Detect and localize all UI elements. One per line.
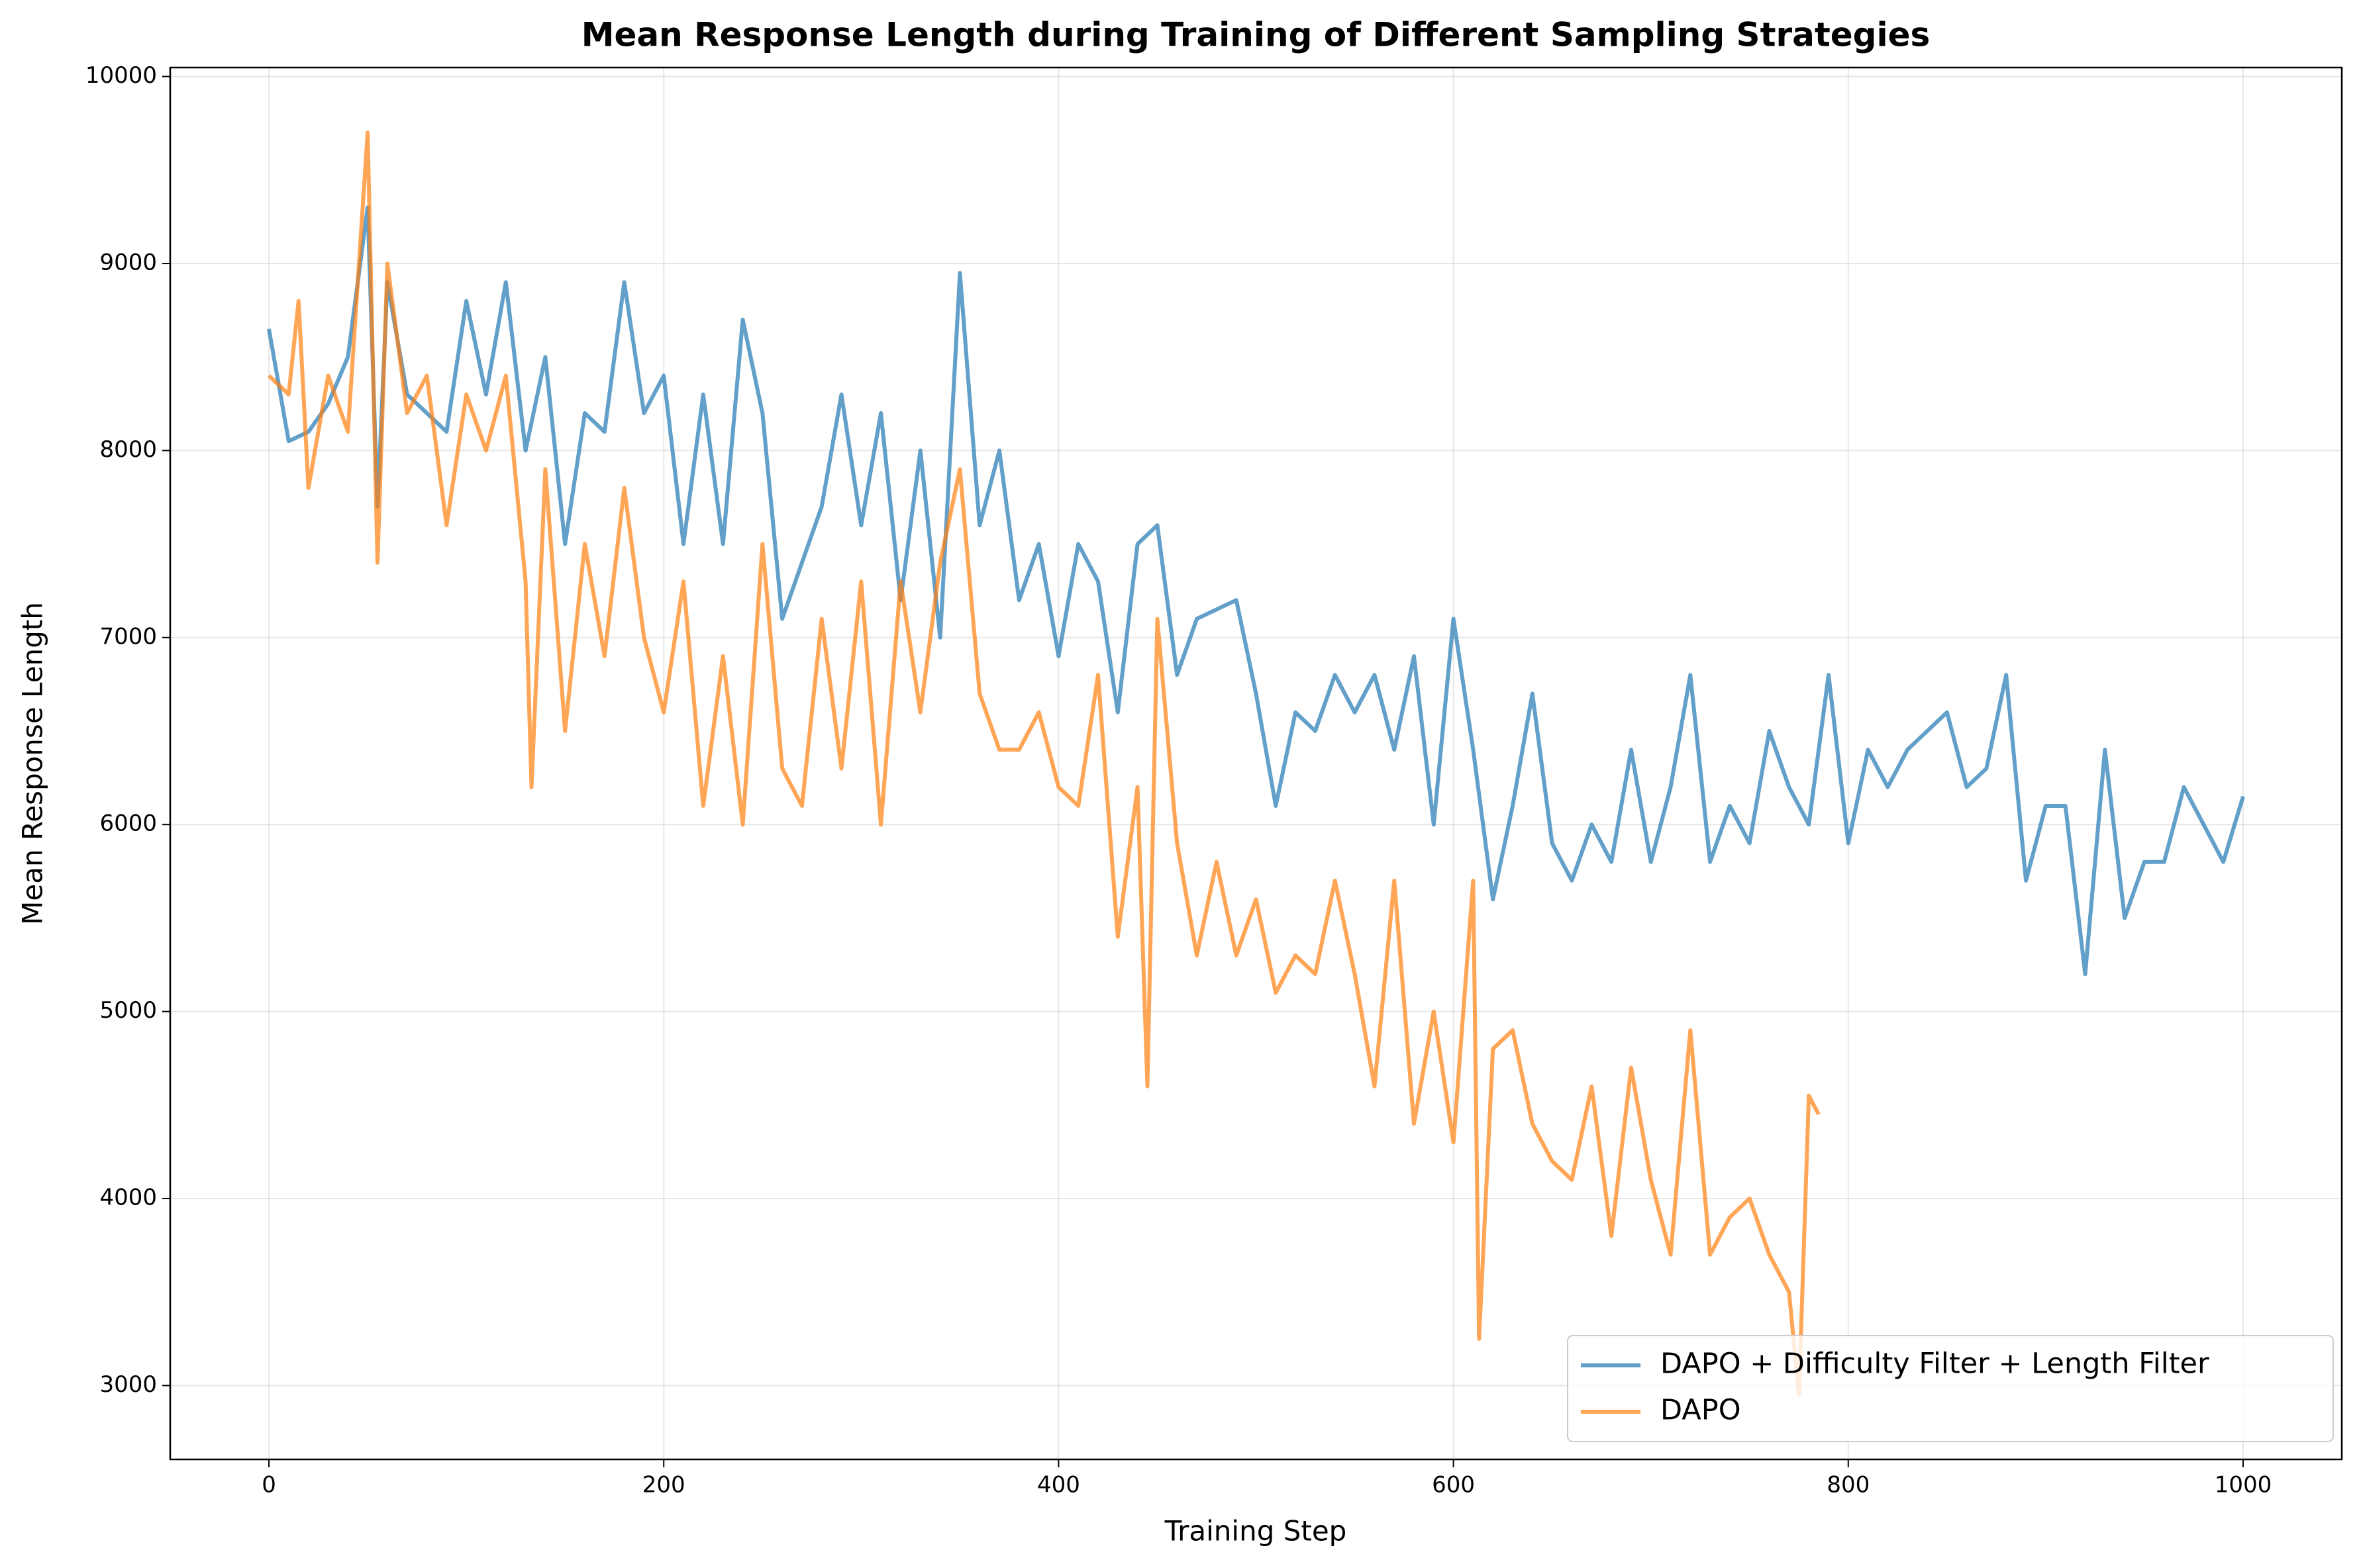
y-tick-label: 3000	[99, 1371, 157, 1398]
x-tick-label: 600	[1432, 1472, 1475, 1498]
x-tick-label: 1000	[2215, 1472, 2272, 1498]
x-tick-label: 800	[1827, 1472, 1870, 1498]
plot-frame	[169, 66, 2343, 1461]
series-line	[267, 130, 1821, 1397]
legend-label: DAPO + Difficulty Filter + Length Filter	[1660, 1348, 2209, 1381]
y-axis-label: Mean Response Length	[17, 602, 49, 925]
y-tick-label: 10000	[85, 62, 157, 89]
y-tick-label: 9000	[99, 249, 157, 275]
y-tick-label: 6000	[99, 810, 157, 837]
legend-label: DAPO	[1660, 1394, 1741, 1427]
y-tick-label: 8000	[99, 436, 157, 463]
y-tick-label: 4000	[99, 1185, 157, 1211]
x-axis-label: Training Step	[1164, 1515, 1347, 1547]
x-tick-label: 200	[642, 1472, 685, 1498]
chart-title: Mean Response Length during Training of …	[581, 16, 1931, 54]
series-line	[267, 205, 2245, 977]
x-tick-label: 0	[262, 1472, 276, 1498]
y-tick-label: 7000	[99, 623, 157, 650]
y-tick-label: 5000	[99, 997, 157, 1024]
legend-box	[1567, 1335, 2334, 1442]
x-tick-label: 400	[1037, 1472, 1080, 1498]
